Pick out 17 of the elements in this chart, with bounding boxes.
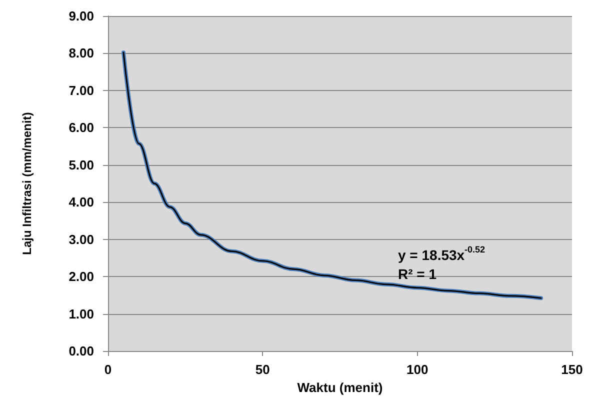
annotation: R² = 1: [398, 266, 437, 282]
y-tick-label: 9.00: [68, 8, 94, 24]
y-tick-label: 0.00: [68, 344, 94, 358]
x-tick-label: 150: [561, 362, 583, 377]
y-tick-label: 1.00: [68, 306, 94, 322]
y-tick-label: 7.00: [68, 82, 94, 98]
x-tick-label: 0: [104, 362, 112, 377]
y-tick-label: 8.00: [68, 46, 94, 61]
y-tick-label: 4.00: [68, 194, 94, 210]
y-axis-title: Laju Infiltrasi (mm/menit): [20, 112, 34, 255]
x-tick-label: 50: [255, 362, 270, 377]
y-tick-label: 2.00: [68, 269, 94, 284]
y-tick-label: 6.00: [68, 120, 94, 136]
y-tick-label: 5.00: [68, 157, 94, 172]
y-tick-label: 3.00: [68, 232, 94, 247]
x-tick-label: 100: [406, 362, 428, 377]
x-axis-title: Waktu (menit): [297, 380, 383, 395]
